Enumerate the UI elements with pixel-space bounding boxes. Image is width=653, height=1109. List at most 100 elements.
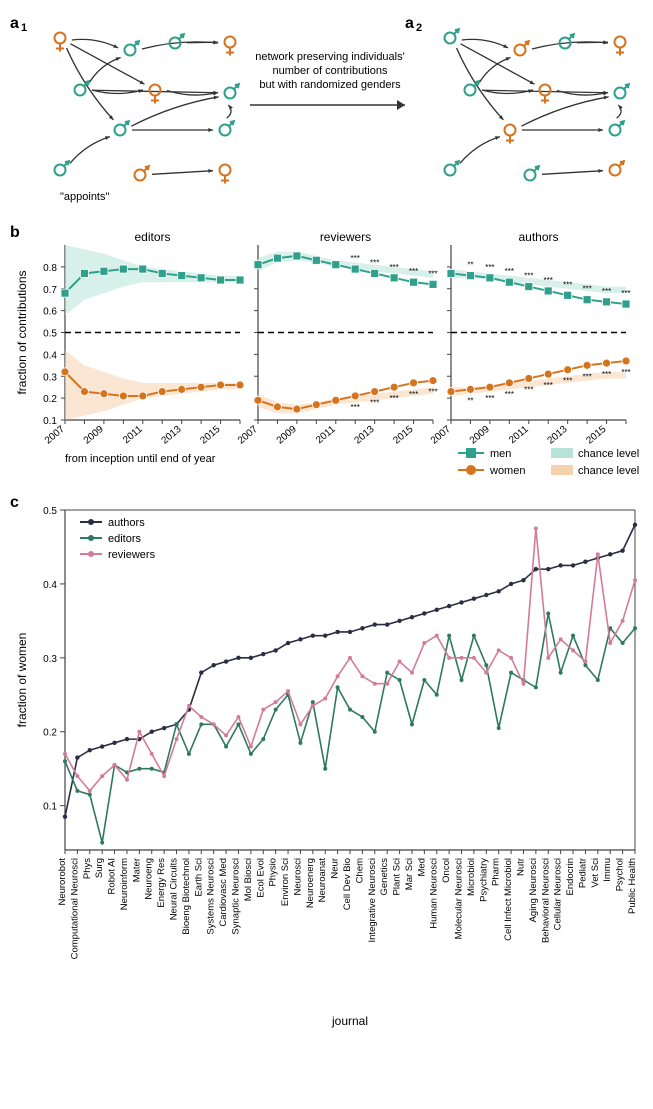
svg-text:Environ Sci: Environ Sci [280,858,291,906]
svg-text:***: *** [524,272,533,281]
svg-text:Energy Res: Energy Res [156,858,167,908]
svg-text:***: *** [524,385,533,394]
svg-text:2015: 2015 [584,424,608,447]
svg-text:men: men [490,448,511,460]
svg-text:Nutr: Nutr [515,858,526,876]
svg-text:0.7: 0.7 [43,285,57,296]
svg-text:Vet Sci: Vet Sci [590,858,601,888]
svg-text:0.4: 0.4 [43,350,57,361]
svg-text:women: women [489,465,525,477]
svg-text:Immu: Immu [602,858,613,882]
svg-text:Med: Med [416,858,427,876]
svg-text:Behavioral Neurosci: Behavioral Neurosci [540,858,551,943]
svg-text:2013: 2013 [352,424,376,447]
svg-text:Cell Dev Bio: Cell Dev Bio [342,858,353,910]
svg-text:Earth Sci: Earth Sci [193,858,204,897]
svg-text:Oncol: Oncol [441,858,452,883]
svg-text:authors: authors [108,517,145,529]
panel-c-xlabel: journal [331,1014,368,1028]
svg-text:c: c [10,494,19,511]
svg-text:Synaptic Neurosci: Synaptic Neurosci [230,858,241,935]
svg-text:Cardiovasc Med: Cardiovasc Med [218,858,229,927]
svg-text:Neural Circuits: Neural Circuits [169,858,180,921]
svg-text:***: *** [544,381,553,390]
svg-text:0.5: 0.5 [43,506,57,517]
svg-text:***: *** [370,399,379,408]
svg-text:Neuroanat: Neuroanat [317,858,328,903]
svg-text:0.3: 0.3 [43,372,57,383]
svg-text:***: *** [351,403,360,412]
panel-c-ylabel: fraction of women [15,633,29,728]
svg-text:Human Neurosci: Human Neurosci [429,858,440,929]
svg-text:Cellular Neurosci: Cellular Neurosci [553,858,564,930]
svg-text:2015: 2015 [391,424,415,447]
svg-text:editors: editors [134,230,170,244]
svg-text:chance level: chance level [578,448,639,460]
svg-text:***: *** [505,267,514,276]
svg-text:2011: 2011 [507,424,531,447]
svg-text:***: *** [563,280,572,289]
svg-text:Chem: Chem [354,858,365,883]
panel-c: c0.10.20.30.40.5fraction of womenauthors… [10,494,638,1028]
svg-text:***: *** [409,267,418,276]
svg-text:***: *** [485,263,494,272]
svg-text:**: ** [467,396,473,405]
svg-text:editors: editors [108,533,142,545]
svg-text:Surg: Surg [94,858,105,878]
svg-text:***: *** [389,263,398,272]
svg-text:Microbiol: Microbiol [466,858,477,896]
svg-text:***: *** [582,285,591,294]
svg-text:Pediatr: Pediatr [577,858,588,888]
svg-text:Public Health: Public Health [627,858,638,914]
svg-text:1: 1 [21,22,27,34]
svg-text:**: ** [467,261,473,270]
figure-svg: a1a2"appoints"network preserving individ… [10,10,643,1094]
svg-text:Plant Sci: Plant Sci [392,858,403,896]
svg-text:0.2: 0.2 [43,728,57,739]
appoints-label: "appoints" [60,191,109,203]
panel-b-legend: menwomenchance levelchance level [458,448,639,477]
svg-text:Neurosci: Neurosci [292,858,303,896]
svg-text:0.6: 0.6 [43,307,57,318]
svg-text:0.8: 0.8 [43,263,57,274]
svg-text:***: *** [544,276,553,285]
svg-text:reviewers: reviewers [108,549,156,561]
svg-text:2013: 2013 [159,424,183,447]
svg-text:***: *** [428,388,437,397]
panel-c-legend: authors editors reviewers [80,517,156,561]
svg-text:Computational Neurosci: Computational Neurosci [69,858,80,959]
svg-text:Psychiatry: Psychiatry [478,858,489,902]
svg-text:***: *** [505,390,514,399]
svg-text:2009: 2009 [468,424,492,447]
svg-text:2013: 2013 [545,424,569,447]
svg-text:Endocrin: Endocrin [565,858,576,896]
svg-text:Ecol Evol: Ecol Evol [255,858,266,898]
svg-text:***: *** [602,370,611,379]
svg-text:0.2: 0.2 [43,394,57,405]
figure: a1a2"appoints"network preserving individ… [10,10,643,1099]
svg-text:2011: 2011 [314,424,338,447]
svg-text:Neur: Neur [330,858,341,879]
svg-text:***: *** [621,368,630,377]
svg-text:2007: 2007 [429,424,453,447]
svg-text:2: 2 [416,22,422,34]
svg-text:Aging Neurosci: Aging Neurosci [528,858,539,922]
svg-text:authors: authors [518,230,558,244]
svg-text:***: *** [351,254,360,263]
svg-text:2011: 2011 [121,424,145,447]
svg-text:Systems Neurosci: Systems Neurosci [206,858,217,935]
svg-text:0.1: 0.1 [43,416,57,427]
svg-text:Psychol: Psychol [615,858,626,891]
svg-text:2007: 2007 [236,424,260,447]
svg-text:Mar Sci: Mar Sci [404,858,415,890]
svg-text:***: *** [428,269,437,278]
svg-text:Physio: Physio [268,858,279,887]
svg-text:b: b [10,224,20,241]
svg-text:Genetics: Genetics [379,858,390,896]
svg-text:***: *** [563,377,572,386]
svg-text:Neuroinform: Neuroinform [119,858,130,910]
panel-a: a1a2"appoints"network preserving individ… [10,15,629,203]
panel-b-xlabel: from inception until end of year [65,453,216,465]
svg-text:Molecular Neurosci: Molecular Neurosci [454,858,465,939]
svg-text:Mol Biosci: Mol Biosci [243,858,254,901]
